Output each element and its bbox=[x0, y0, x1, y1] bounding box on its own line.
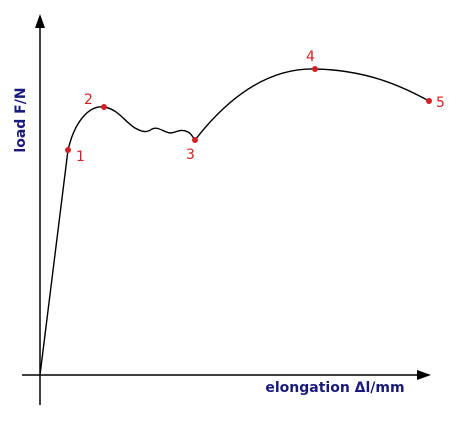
point-label: 2 bbox=[84, 92, 93, 108]
point-label: 3 bbox=[186, 147, 195, 163]
point-label: 4 bbox=[306, 49, 315, 65]
point bbox=[101, 104, 107, 110]
point bbox=[65, 147, 71, 153]
y-axis-arrow bbox=[35, 14, 45, 28]
point bbox=[426, 98, 432, 104]
point-label: 5 bbox=[436, 95, 445, 111]
y-axis-label: load F/N bbox=[13, 87, 29, 152]
point-label: 1 bbox=[76, 149, 85, 165]
x-axis-arrow bbox=[417, 370, 431, 380]
load-curve bbox=[39, 68, 430, 376]
points bbox=[65, 66, 432, 153]
point bbox=[192, 137, 198, 143]
x-axis-label: elongation Δl/mm bbox=[265, 380, 404, 396]
point bbox=[312, 66, 318, 72]
